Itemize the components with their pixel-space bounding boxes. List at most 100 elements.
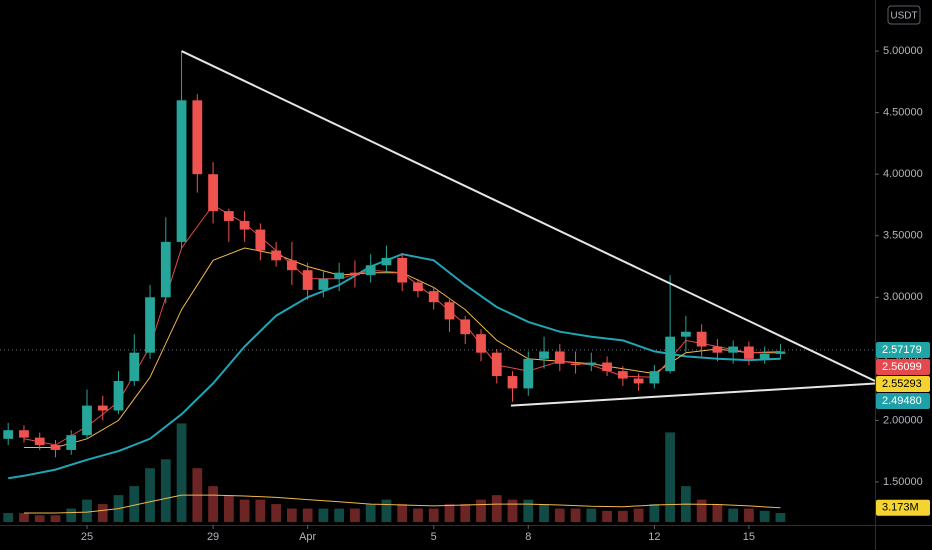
volume-bar — [712, 504, 723, 522]
candle-body — [192, 100, 203, 175]
candle-body — [617, 371, 628, 379]
plot-area — [0, 50, 875, 522]
trendline — [181, 50, 875, 382]
volume-bar — [413, 508, 423, 522]
candle-body — [145, 297, 155, 353]
y-tick-label: 2.00000 — [883, 414, 923, 426]
candle-body — [302, 270, 313, 290]
candle-body — [208, 174, 218, 212]
candle-body — [66, 435, 77, 450]
candle-body — [775, 351, 786, 354]
x-tick-label: Apr — [299, 531, 316, 543]
candle-body — [50, 444, 61, 450]
volume-bar — [19, 513, 29, 522]
candle-body — [633, 378, 644, 384]
candle-body — [680, 331, 691, 337]
y-tick-label: 1.50000 — [883, 476, 923, 488]
y-tick-label: 3.00000 — [883, 291, 923, 303]
candle-body — [82, 405, 92, 436]
candle-body — [507, 376, 518, 389]
candle-body — [696, 331, 707, 347]
price-label: 2.57179 — [882, 344, 922, 356]
candle-body — [712, 346, 723, 353]
volume-bar — [239, 499, 250, 522]
volume-bar — [176, 423, 187, 522]
volume-bar — [428, 508, 439, 522]
candle-body — [350, 272, 360, 276]
y-tick-label: 4.00000 — [883, 168, 923, 180]
candle-body — [570, 363, 581, 365]
candle-body — [19, 430, 29, 438]
candle-body — [444, 302, 455, 320]
axes: 1.500002.000002.500003.000003.500004.000… — [81, 45, 930, 543]
candle-body — [381, 257, 392, 266]
candle-body — [744, 346, 754, 359]
volume-bar — [507, 499, 518, 522]
volume-bar — [302, 508, 313, 522]
price-label-bg — [876, 341, 930, 358]
volume-bar — [602, 510, 612, 522]
candle-body — [223, 211, 234, 221]
volume-bar — [633, 508, 644, 522]
volume-bar — [255, 499, 266, 522]
candle-body — [523, 358, 534, 389]
volume-bar — [476, 499, 486, 522]
volume-bar — [460, 504, 471, 522]
volume-bar — [775, 513, 786, 522]
candle-body — [3, 430, 14, 439]
currency[interactable]: USDT — [890, 11, 917, 22]
candle-body — [539, 351, 549, 359]
candle-body — [460, 319, 471, 335]
volume-label-bg — [876, 499, 930, 516]
x-tick-label: 29 — [207, 531, 219, 543]
x-tick-label: 5 — [431, 531, 437, 543]
candle-body — [271, 250, 282, 261]
volume-bar — [397, 504, 408, 522]
volume-bar — [3, 513, 14, 522]
volume-bar — [208, 486, 218, 522]
volume-bar — [649, 504, 660, 522]
volume-bar — [82, 499, 92, 522]
candle-body — [665, 336, 676, 372]
candle-body — [34, 437, 45, 445]
volume-bar — [160, 459, 171, 522]
x-tick-label: 8 — [525, 531, 531, 543]
volume-bar — [271, 504, 282, 522]
volume-bar — [444, 504, 455, 522]
candle-body — [255, 229, 266, 251]
candle-body — [129, 352, 140, 381]
volume-ma-line — [24, 494, 781, 514]
volume-bar — [570, 508, 581, 522]
price-label: 2.49480 — [882, 395, 922, 407]
candle-body — [365, 265, 376, 276]
volume-bar — [50, 515, 61, 522]
volume-bar — [129, 486, 140, 522]
candle-body — [160, 241, 171, 298]
volume-bar — [539, 504, 549, 522]
candle-body — [176, 100, 187, 242]
price-label-bg — [876, 392, 930, 409]
volume-bar — [145, 468, 155, 522]
volume-bar — [350, 508, 360, 522]
volume-bar — [97, 504, 108, 522]
y-tick-label: 5.00000 — [883, 45, 923, 57]
trendline — [510, 382, 875, 407]
candle-body — [649, 371, 660, 384]
candle-body — [602, 362, 612, 372]
volume-bar — [381, 499, 392, 522]
volume-bar — [617, 510, 628, 522]
volume-bar — [744, 508, 754, 522]
currency-box[interactable] — [887, 5, 921, 25]
volume-bar — [334, 508, 345, 522]
volume-bar — [759, 510, 770, 522]
candle-body — [97, 405, 108, 411]
candle-body — [428, 291, 439, 303]
candle-body — [728, 346, 739, 353]
candle-body — [113, 380, 124, 411]
price-label-bg — [876, 375, 930, 392]
price-label: 2.55293 — [882, 378, 922, 390]
volume-bar — [491, 495, 502, 522]
x-tick-label: 15 — [743, 531, 755, 543]
